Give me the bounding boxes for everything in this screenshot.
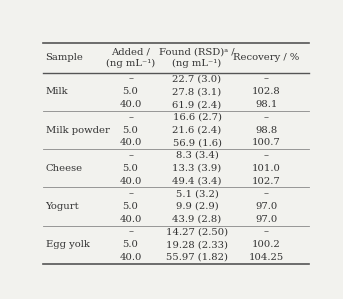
Text: Sample: Sample — [46, 53, 83, 62]
Text: 55.97 (1.82): 55.97 (1.82) — [166, 253, 228, 262]
Text: 100.2: 100.2 — [252, 240, 281, 249]
Text: 14.27 (2.50): 14.27 (2.50) — [166, 228, 228, 237]
Text: –: – — [264, 228, 269, 237]
Text: 98.8: 98.8 — [255, 126, 277, 135]
Text: 100.7: 100.7 — [252, 138, 281, 147]
Text: 5.0: 5.0 — [123, 87, 139, 96]
Text: Milk powder: Milk powder — [46, 126, 109, 135]
Text: –: – — [128, 74, 133, 84]
Text: 19.28 (2.33): 19.28 (2.33) — [166, 240, 228, 249]
Text: Cheese: Cheese — [46, 164, 83, 173]
Text: –: – — [264, 74, 269, 84]
Text: 56.9 (1.6): 56.9 (1.6) — [173, 138, 222, 147]
Text: 8.3 (3.4): 8.3 (3.4) — [176, 151, 218, 160]
Text: 21.6 (2.4): 21.6 (2.4) — [173, 126, 222, 135]
Text: 43.9 (2.8): 43.9 (2.8) — [173, 215, 222, 224]
Text: –: – — [264, 113, 269, 122]
Text: –: – — [128, 151, 133, 160]
Text: 49.4 (3.4): 49.4 (3.4) — [172, 176, 222, 185]
Text: Added /
(ng mL⁻¹): Added / (ng mL⁻¹) — [106, 48, 155, 68]
Text: 97.0: 97.0 — [255, 215, 277, 224]
Text: 40.0: 40.0 — [119, 176, 142, 185]
Text: 40.0: 40.0 — [119, 100, 142, 109]
Text: 5.0: 5.0 — [123, 240, 139, 249]
Text: 13.3 (3.9): 13.3 (3.9) — [173, 164, 222, 173]
Text: 97.0: 97.0 — [255, 202, 277, 211]
Text: 5.1 (3.2): 5.1 (3.2) — [176, 189, 218, 198]
Text: 104.25: 104.25 — [249, 253, 284, 262]
Text: 16.6 (2.7): 16.6 (2.7) — [173, 113, 222, 122]
Text: 102.8: 102.8 — [252, 87, 281, 96]
Text: 22.7 (3.0): 22.7 (3.0) — [173, 74, 222, 84]
Text: 102.7: 102.7 — [252, 176, 281, 185]
Text: 40.0: 40.0 — [119, 215, 142, 224]
Text: Found (RSD)ᵃ /
(ng mL⁻¹): Found (RSD)ᵃ / (ng mL⁻¹) — [159, 48, 235, 68]
Text: Yogurt: Yogurt — [46, 202, 79, 211]
Text: –: – — [128, 189, 133, 198]
Text: 98.1: 98.1 — [255, 100, 277, 109]
Text: –: – — [264, 189, 269, 198]
Text: Recovery / %: Recovery / % — [233, 53, 299, 62]
Text: –: – — [264, 151, 269, 160]
Text: 5.0: 5.0 — [123, 164, 139, 173]
Text: 27.8 (3.1): 27.8 (3.1) — [173, 87, 222, 96]
Text: 5.0: 5.0 — [123, 202, 139, 211]
Text: –: – — [128, 228, 133, 237]
Text: Milk: Milk — [46, 87, 68, 96]
Text: 40.0: 40.0 — [119, 138, 142, 147]
Text: Egg yolk: Egg yolk — [46, 240, 90, 249]
Text: 61.9 (2.4): 61.9 (2.4) — [173, 100, 222, 109]
Text: 101.0: 101.0 — [252, 164, 281, 173]
Text: –: – — [128, 113, 133, 122]
Text: 5.0: 5.0 — [123, 126, 139, 135]
Text: 40.0: 40.0 — [119, 253, 142, 262]
Text: 9.9 (2.9): 9.9 (2.9) — [176, 202, 218, 211]
